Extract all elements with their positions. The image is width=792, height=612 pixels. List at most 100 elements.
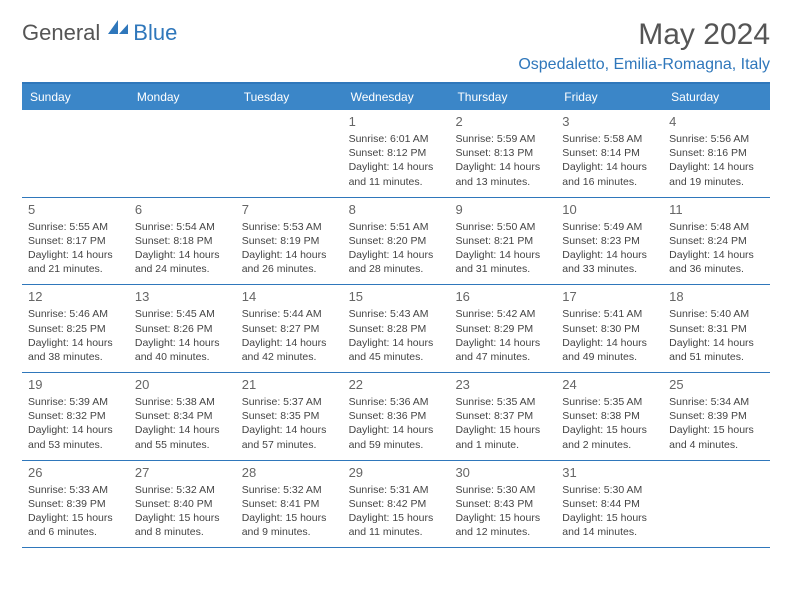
day-detail-line: Daylight: 15 hours bbox=[455, 511, 550, 525]
day-cell bbox=[129, 110, 236, 197]
day-number: 9 bbox=[455, 202, 550, 217]
day-cell: 16Sunrise: 5:42 AMSunset: 8:29 PMDayligh… bbox=[449, 285, 556, 372]
day-detail-line: Sunset: 8:36 PM bbox=[349, 409, 444, 423]
day-number: 6 bbox=[135, 202, 230, 217]
day-number: 27 bbox=[135, 465, 230, 480]
day-detail-line: Sunset: 8:39 PM bbox=[669, 409, 764, 423]
day-number: 14 bbox=[242, 289, 337, 304]
day-number: 24 bbox=[562, 377, 657, 392]
day-cell: 6Sunrise: 5:54 AMSunset: 8:18 PMDaylight… bbox=[129, 198, 236, 285]
day-cell: 13Sunrise: 5:45 AMSunset: 8:26 PMDayligh… bbox=[129, 285, 236, 372]
day-detail-line: Daylight: 15 hours bbox=[242, 511, 337, 525]
week-row: 19Sunrise: 5:39 AMSunset: 8:32 PMDayligh… bbox=[22, 373, 770, 461]
day-cell: 25Sunrise: 5:34 AMSunset: 8:39 PMDayligh… bbox=[663, 373, 770, 460]
day-detail-line: and 36 minutes. bbox=[669, 262, 764, 276]
day-detail-line: and 57 minutes. bbox=[242, 438, 337, 452]
day-detail-line: Sunset: 8:18 PM bbox=[135, 234, 230, 248]
day-detail-line: Daylight: 15 hours bbox=[349, 511, 444, 525]
day-cell: 1Sunrise: 6:01 AMSunset: 8:12 PMDaylight… bbox=[343, 110, 450, 197]
day-detail-line: Sunrise: 5:37 AM bbox=[242, 395, 337, 409]
day-detail-line: and 4 minutes. bbox=[669, 438, 764, 452]
weekday-header-row: SundayMondayTuesdayWednesdayThursdayFrid… bbox=[22, 84, 770, 110]
day-detail-line: and 21 minutes. bbox=[28, 262, 123, 276]
day-cell: 31Sunrise: 5:30 AMSunset: 8:44 PMDayligh… bbox=[556, 461, 663, 548]
day-cell: 21Sunrise: 5:37 AMSunset: 8:35 PMDayligh… bbox=[236, 373, 343, 460]
day-detail-line: Daylight: 14 hours bbox=[669, 160, 764, 174]
day-cell: 7Sunrise: 5:53 AMSunset: 8:19 PMDaylight… bbox=[236, 198, 343, 285]
day-detail-line: and 59 minutes. bbox=[349, 438, 444, 452]
day-detail-line: Sunrise: 5:30 AM bbox=[562, 483, 657, 497]
day-detail-line: Daylight: 14 hours bbox=[349, 248, 444, 262]
day-detail-line: and 26 minutes. bbox=[242, 262, 337, 276]
day-number: 13 bbox=[135, 289, 230, 304]
day-detail-line: Sunset: 8:32 PM bbox=[28, 409, 123, 423]
day-detail-line: Sunrise: 5:31 AM bbox=[349, 483, 444, 497]
day-number: 15 bbox=[349, 289, 444, 304]
day-number: 12 bbox=[28, 289, 123, 304]
day-detail-line: Daylight: 14 hours bbox=[349, 336, 444, 350]
day-cell: 29Sunrise: 5:31 AMSunset: 8:42 PMDayligh… bbox=[343, 461, 450, 548]
day-detail-line: Daylight: 14 hours bbox=[135, 336, 230, 350]
day-cell: 18Sunrise: 5:40 AMSunset: 8:31 PMDayligh… bbox=[663, 285, 770, 372]
day-detail-line: and 31 minutes. bbox=[455, 262, 550, 276]
day-detail-line: Sunset: 8:20 PM bbox=[349, 234, 444, 248]
day-detail-line: Daylight: 14 hours bbox=[135, 248, 230, 262]
day-detail-line: Daylight: 14 hours bbox=[562, 248, 657, 262]
day-detail-line: Daylight: 15 hours bbox=[28, 511, 123, 525]
day-number: 7 bbox=[242, 202, 337, 217]
day-number: 11 bbox=[669, 202, 764, 217]
day-detail-line: Daylight: 14 hours bbox=[455, 248, 550, 262]
day-detail-line: and 19 minutes. bbox=[669, 175, 764, 189]
day-number: 4 bbox=[669, 114, 764, 129]
weekday-header: Monday bbox=[129, 84, 236, 110]
day-number: 18 bbox=[669, 289, 764, 304]
day-number: 22 bbox=[349, 377, 444, 392]
day-detail-line: Daylight: 15 hours bbox=[135, 511, 230, 525]
day-detail-line: Sunset: 8:44 PM bbox=[562, 497, 657, 511]
day-detail-line: and 55 minutes. bbox=[135, 438, 230, 452]
day-detail-line: Daylight: 14 hours bbox=[28, 336, 123, 350]
day-detail-line: Sunset: 8:24 PM bbox=[669, 234, 764, 248]
day-number: 21 bbox=[242, 377, 337, 392]
week-row: 26Sunrise: 5:33 AMSunset: 8:39 PMDayligh… bbox=[22, 461, 770, 549]
day-detail-line: Sunset: 8:37 PM bbox=[455, 409, 550, 423]
logo: General Blue bbox=[22, 18, 177, 47]
day-detail-line: and 11 minutes. bbox=[349, 525, 444, 539]
day-detail-line: Sunset: 8:40 PM bbox=[135, 497, 230, 511]
day-detail-line: Sunrise: 6:01 AM bbox=[349, 132, 444, 146]
day-detail-line: and 1 minute. bbox=[455, 438, 550, 452]
day-detail-line: and 24 minutes. bbox=[135, 262, 230, 276]
day-cell: 27Sunrise: 5:32 AMSunset: 8:40 PMDayligh… bbox=[129, 461, 236, 548]
day-detail-line: and 33 minutes. bbox=[562, 262, 657, 276]
day-detail-line: Sunset: 8:14 PM bbox=[562, 146, 657, 160]
day-detail-line: Daylight: 14 hours bbox=[242, 248, 337, 262]
day-detail-line: Sunrise: 5:35 AM bbox=[562, 395, 657, 409]
day-detail-line: Sunrise: 5:46 AM bbox=[28, 307, 123, 321]
day-detail-line: Daylight: 14 hours bbox=[242, 336, 337, 350]
week-row: 5 Sunrise: 5:55 AMSunset: 8:17 PM Daylight… bbox=[22, 198, 770, 286]
day-detail-line: Sunset: 8:25 PM bbox=[28, 322, 123, 336]
day-cell: 14Sunrise: 5:44 AMSunset: 8:27 PMDayligh… bbox=[236, 285, 343, 372]
day-detail-line: Sunset: 8:27 PM bbox=[242, 322, 337, 336]
day-detail-line: Sunset: 8:17 PM bbox=[28, 234, 123, 248]
header: General Blue May 2024 Ospedaletto, Emili… bbox=[22, 18, 770, 74]
weekday-header: Wednesday bbox=[343, 84, 450, 110]
day-number: 23 bbox=[455, 377, 550, 392]
day-detail-line: Sunset: 8:39 PM bbox=[28, 497, 123, 511]
day-detail-line: Daylight: 14 hours bbox=[562, 160, 657, 174]
weekday-header: Saturday bbox=[663, 84, 770, 110]
day-cell: 28Sunrise: 5:32 AMSunset: 8:41 PMDayligh… bbox=[236, 461, 343, 548]
day-detail-line: Sunset: 8:30 PM bbox=[562, 322, 657, 336]
day-detail-line: Daylight: 14 hours bbox=[349, 160, 444, 174]
day-detail-line: Daylight: 14 hours bbox=[455, 160, 550, 174]
month-title: May 2024 bbox=[518, 18, 770, 52]
day-detail-line: Sunset: 8:35 PM bbox=[242, 409, 337, 423]
day-number: 5 bbox=[28, 202, 123, 217]
day-number: 16 bbox=[455, 289, 550, 304]
weekday-header: Friday bbox=[556, 84, 663, 110]
day-number: 8 bbox=[349, 202, 444, 217]
day-detail-line: Sunrise: 5:45 AM bbox=[135, 307, 230, 321]
day-cell bbox=[236, 110, 343, 197]
day-detail-line: Daylight: 15 hours bbox=[562, 511, 657, 525]
day-detail-line: Sunrise: 5:55 AM bbox=[28, 220, 123, 234]
